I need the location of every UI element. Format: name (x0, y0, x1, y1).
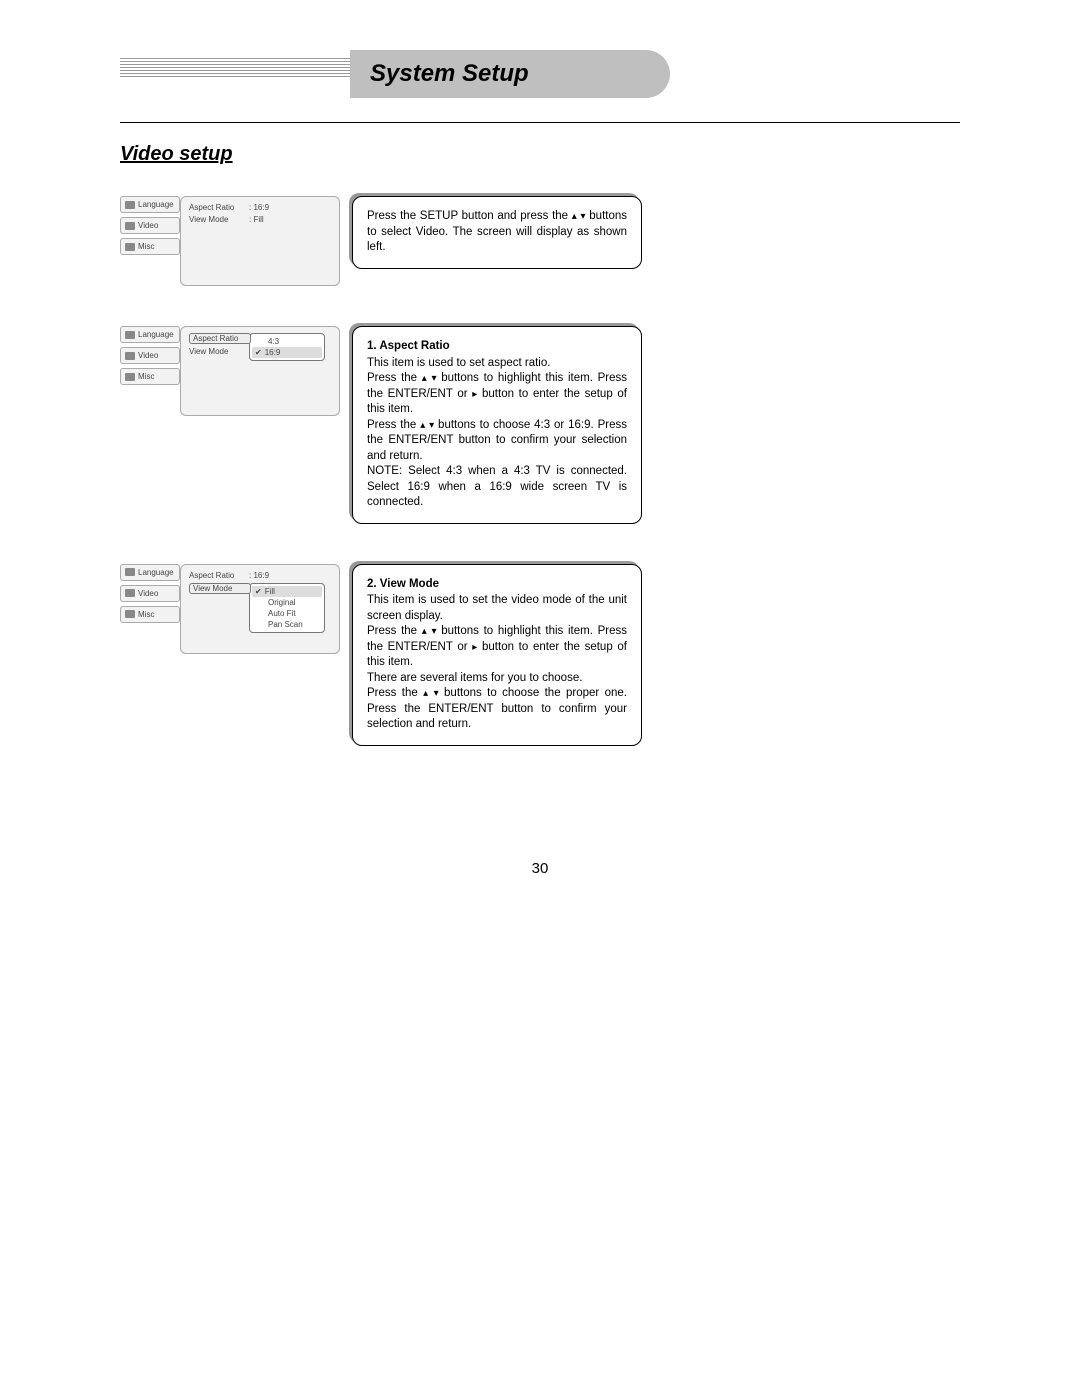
up-arrow-icon (422, 625, 427, 637)
page-number: 30 (0, 860, 1080, 877)
menu-sidebar: Language Video Misc (120, 196, 180, 286)
instruction-text: Press the buttons to highlight this item… (367, 624, 627, 671)
instruction-box-aspect: 1. Aspect Ratio This item is used to set… (352, 326, 642, 524)
instruction-title: 1. Aspect Ratio (367, 339, 627, 355)
misc-icon (125, 243, 135, 251)
instruction-box-intro: Press the SETUP button and press the but… (352, 196, 642, 269)
step-row: Language Video Misc Aspect Ratio: 16:9 V… (120, 564, 960, 746)
instruction-text: Press the buttons to choose 4:3 or 16:9.… (367, 418, 627, 465)
menu-sidebar: Language Video Misc (120, 326, 180, 416)
tab-misc: Misc (120, 368, 180, 385)
instruction-text: Press the buttons to highlight this item… (367, 371, 627, 418)
instruction-text: Press the buttons to choose the proper o… (367, 686, 627, 733)
submenu-item: Auto Fit (252, 608, 322, 619)
instruction-box-view: 2. View Mode This item is used to set th… (352, 564, 642, 746)
language-icon (125, 201, 135, 209)
menu-sidebar: Language Video Misc (120, 564, 180, 654)
up-arrow-icon (422, 372, 427, 384)
misc-icon (125, 373, 135, 381)
manual-page: System Setup Video setup Language Video … (0, 0, 1080, 1397)
submenu-item: Original (252, 597, 322, 608)
menu-panel: Aspect Ratio: 16:9 View Mode: Fill (180, 196, 340, 286)
tab-misc: Misc (120, 238, 180, 255)
up-arrow-icon (572, 210, 577, 222)
highlighted-item: Aspect Ratio (189, 333, 251, 344)
video-icon (125, 222, 135, 230)
language-icon (125, 568, 135, 576)
header-rule-lines (120, 58, 350, 79)
menu-screenshot-1: Language Video Misc Aspect Ratio: 16:9 V… (120, 196, 340, 286)
instruction-note: NOTE: Select 4:3 when a 4:3 TV is connec… (367, 464, 627, 511)
header-divider (120, 122, 960, 123)
check-icon: ✔ (255, 348, 262, 357)
submenu-item-selected: ✔16:9 (252, 347, 322, 358)
up-arrow-icon (420, 419, 425, 431)
menu-line: View Mode: Fill (189, 215, 331, 224)
menu-panel: Aspect Ratio View Mode 4:3 ✔16:9 (180, 326, 340, 416)
instruction-title: 2. View Mode (367, 577, 627, 593)
menu-panel: Aspect Ratio: 16:9 View Mode ✔Fill Origi… (180, 564, 340, 654)
page-header: System Setup (120, 50, 960, 110)
video-icon (125, 352, 135, 360)
tab-video: Video (120, 217, 180, 234)
chapter-title-banner: System Setup (350, 50, 670, 98)
submenu: 4:3 ✔16:9 (249, 333, 325, 361)
section-title: Video setup (120, 143, 960, 166)
tab-misc: Misc (120, 606, 180, 623)
menu-screenshot-3: Language Video Misc Aspect Ratio: 16:9 V… (120, 564, 340, 654)
misc-icon (125, 610, 135, 618)
up-arrow-icon (423, 687, 428, 699)
submenu-item: 4:3 (252, 336, 322, 347)
instruction-text: This item is used to set aspect ratio. (367, 356, 627, 372)
menu-line: Aspect Ratio: 16:9 (189, 571, 331, 580)
submenu-item: Pan Scan (252, 619, 322, 630)
highlighted-item: View Mode (189, 583, 251, 594)
tab-language: Language (120, 326, 180, 343)
step-row: Language Video Misc Aspect Ratio View Mo… (120, 326, 960, 524)
tab-video: Video (120, 585, 180, 602)
step-row: Language Video Misc Aspect Ratio: 16:9 V… (120, 196, 960, 286)
language-icon (125, 331, 135, 339)
tab-language: Language (120, 564, 180, 581)
tab-video: Video (120, 347, 180, 364)
video-icon (125, 589, 135, 597)
instruction-text: This item is used to set the video mode … (367, 593, 627, 624)
tab-language: Language (120, 196, 180, 213)
check-icon: ✔ (255, 587, 262, 596)
submenu-item-selected: ✔Fill (252, 586, 322, 597)
menu-screenshot-2: Language Video Misc Aspect Ratio View Mo… (120, 326, 340, 416)
menu-line: Aspect Ratio: 16:9 (189, 203, 331, 212)
submenu: ✔Fill Original Auto Fit Pan Scan (249, 583, 325, 633)
chapter-title: System Setup (370, 60, 529, 88)
instruction-text: There are several items for you to choos… (367, 671, 627, 687)
